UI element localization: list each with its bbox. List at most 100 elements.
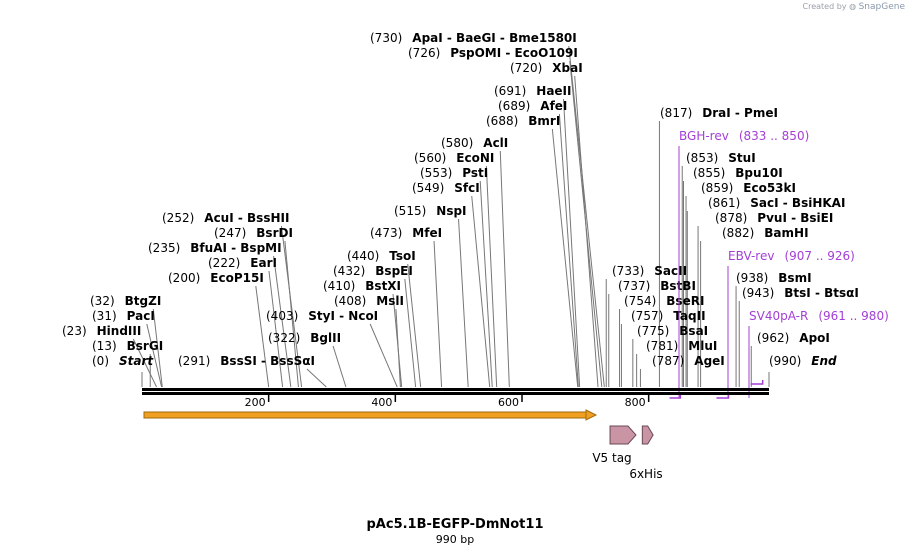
- site-label-agei: (787) AgeI: [652, 354, 725, 368]
- primer-range: (961 .. 980): [818, 309, 888, 323]
- site-label-bglii: (322) BglII: [268, 331, 341, 345]
- site-name: AcuI - BssHII: [204, 211, 289, 225]
- site-label-sfci: (549) SfcI: [412, 181, 480, 195]
- site-label-bsmi: (938) BsmI: [736, 271, 812, 285]
- feature-arrow-6xhis: [641, 425, 654, 445]
- site-label-xbai: (720) XbaI: [510, 61, 583, 75]
- site-label-eco53ki: (859) Eco53kI: [701, 181, 796, 195]
- site-name: BamHI: [764, 226, 808, 240]
- ruler-label-400: 400: [371, 396, 392, 409]
- site-label-nspi: (515) NspI: [394, 204, 467, 218]
- site-name: BspEI: [375, 264, 413, 278]
- site-name: BfuAI - BspMI: [190, 241, 281, 255]
- site-name: MfeI: [412, 226, 442, 240]
- site-label-btgzi: (32) BtgZI: [90, 294, 161, 308]
- site-position: (726): [408, 46, 440, 60]
- site-labels: (0) Start(13) BsrGI(23) HindIII(31) PacI(32)…: [62, 31, 859, 368]
- site-label-btsi: (943) BtsI - BtsαI: [742, 286, 859, 300]
- site-position: (560): [414, 151, 446, 165]
- site-position: (861): [708, 196, 740, 210]
- site-label-bamhi: (882) BamHI: [722, 226, 809, 240]
- site-position: (817): [660, 106, 692, 120]
- site-label-sacii: (733) SacII: [612, 264, 687, 278]
- site-line-sfci: [471, 195, 491, 388]
- sequence-title: pAc5.1B-EGFP-DmNot11: [367, 517, 544, 532]
- site-name: Bpu10I: [735, 166, 782, 180]
- primer-label-sv40pa-r: SV40pA-R (961 .. 980): [749, 309, 889, 323]
- site-label-drai: (817) DraI - PmeI: [660, 106, 778, 120]
- site-position: (553): [420, 166, 452, 180]
- site-position: (247): [214, 226, 246, 240]
- site-label-tsoi: (440) TsoI: [347, 249, 416, 263]
- site-position: (32): [90, 294, 115, 308]
- site-label-bsrdi: (247) BsrDI: [214, 226, 293, 240]
- site-position: (13): [92, 339, 117, 353]
- site-line-econi: [485, 165, 498, 388]
- site-position: (730): [370, 31, 402, 45]
- site-name: BsrDI: [256, 226, 293, 240]
- site-label-eari: (222) EarI: [208, 256, 277, 270]
- site-label-start: (0) Start: [92, 354, 154, 368]
- primer-range: (907 .. 926): [784, 249, 854, 263]
- site-label-bseri: (754) BseRI: [624, 294, 704, 308]
- site-position: (549): [412, 181, 444, 195]
- site-label-econi: (560) EcoNI: [414, 151, 494, 165]
- backbone-top-strand: [142, 388, 769, 391]
- site-lines: [132, 45, 770, 388]
- snapgene-credit: Created by ◍ SnapGene: [803, 2, 906, 12]
- site-name: ApaI - BaeGI - Bme1580I: [412, 31, 576, 45]
- site-name: PspOMI - EcoO109I: [450, 46, 578, 60]
- site-line-bsrdi: [284, 240, 299, 388]
- site-name: AgeI: [694, 354, 724, 368]
- site-position: (737): [618, 279, 650, 293]
- site-line-ecop15i: [255, 285, 270, 388]
- site-name: PvuI - BsiEI: [757, 211, 833, 225]
- site-name: PstI: [462, 166, 488, 180]
- site-line-bmri: [551, 128, 579, 388]
- site-name: BstBI: [660, 279, 696, 293]
- site-label-acui: (252) AcuI - BssHII: [162, 211, 289, 225]
- site-name: StyI - NcoI: [308, 309, 378, 323]
- site-label-msli: (408) MslI: [334, 294, 404, 308]
- site-label-styi: (403) StyI - NcoI: [266, 309, 378, 323]
- site-name: SacI - BsiHKAI: [750, 196, 845, 210]
- site-position: (720): [510, 61, 542, 75]
- credit-prefix: Created by: [802, 2, 847, 11]
- primer-label-ebv-rev: EBV-rev (907 .. 926): [728, 249, 855, 263]
- site-position: (853): [686, 151, 718, 165]
- site-position: (0): [92, 354, 109, 368]
- site-position: (31): [92, 309, 117, 323]
- site-label-bstxi: (410) BstXI: [323, 279, 401, 293]
- site-position: (408): [334, 294, 366, 308]
- site-line-paci: [146, 323, 163, 388]
- site-line-afei: [558, 113, 579, 388]
- site-position: (855): [693, 166, 725, 180]
- site-name: Start: [119, 354, 154, 368]
- site-name: TsoI: [389, 249, 415, 263]
- site-position: (754): [624, 294, 656, 308]
- primer-name: SV40pA-R: [749, 309, 808, 323]
- site-line-bfuai: [273, 255, 292, 388]
- site-name: BstXI: [365, 279, 401, 293]
- primer-range: (833 .. 850): [739, 129, 809, 143]
- site-label-ecop15i: (200) EcoP15I: [168, 271, 264, 285]
- site-position: (580): [441, 136, 473, 150]
- site-label-end: (990) End: [769, 354, 837, 368]
- site-position: (962): [757, 331, 789, 345]
- site-line-bsssi: [306, 368, 327, 388]
- site-line-bstxi: [392, 293, 403, 388]
- backbone-bottom-strand: [142, 392, 769, 395]
- feature-label-v5-tag: V5 tag: [592, 451, 631, 465]
- site-name: BsmI: [778, 271, 811, 285]
- sequence-length: 990 bp: [436, 533, 474, 546]
- site-position: (252): [162, 211, 194, 225]
- site-name: XbaI: [552, 61, 582, 75]
- site-label-bfuai: (235) BfuAI - BspMI: [148, 241, 282, 255]
- feature-arrow-v5-tag: [609, 425, 637, 445]
- site-label-mfei: (473) MfeI: [370, 226, 442, 240]
- site-label-haeii: (691) HaeII: [494, 84, 572, 98]
- site-label-bsrgi: (13) BsrGI: [92, 339, 163, 353]
- site-name: EcoNI: [456, 151, 494, 165]
- site-label-psti: (553) PstI: [420, 166, 488, 180]
- site-name: BtsI - BtsαI: [784, 286, 859, 300]
